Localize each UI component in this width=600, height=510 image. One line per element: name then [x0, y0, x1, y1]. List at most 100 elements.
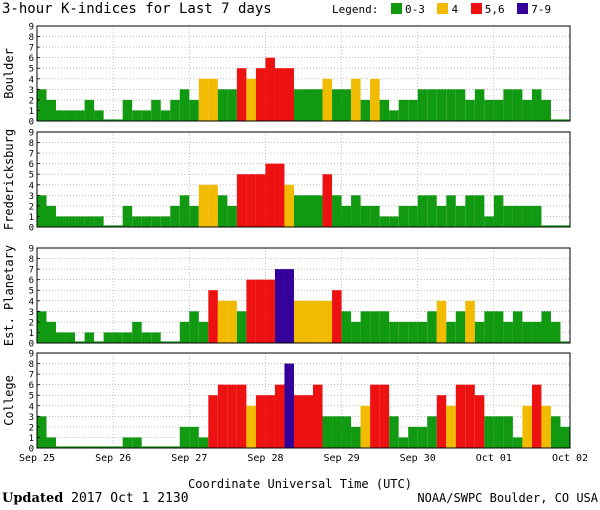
bar [550, 416, 561, 448]
bar [322, 174, 333, 227]
y-tick-label: 6 [29, 276, 34, 286]
bar [84, 332, 95, 343]
bar [322, 78, 333, 121]
y-tick-label: 2 [29, 96, 34, 106]
legend-item-label: 0-3 [404, 3, 425, 16]
legend-swatch-red [470, 3, 482, 14]
bar [46, 205, 57, 227]
bar [274, 163, 285, 227]
panel-label: College [2, 375, 16, 426]
y-tick-label: 8 [29, 33, 34, 43]
bar [37, 195, 47, 227]
bar [465, 300, 475, 343]
bar [455, 311, 466, 343]
bar [265, 279, 275, 343]
y-tick-label: 5 [29, 287, 34, 297]
y-tick-label: 3 [29, 413, 34, 423]
bar [255, 395, 266, 448]
y-tick-label: 2 [29, 318, 34, 328]
bar [189, 99, 199, 121]
y-tick-label: 7 [29, 44, 34, 54]
bar [474, 195, 485, 227]
bar [531, 89, 542, 121]
bar [37, 89, 47, 121]
bar [65, 332, 76, 343]
bar [322, 416, 333, 448]
updated-timestamp: Updated 2017 Oct 1 2130 [2, 491, 189, 506]
legend-item-label: 5,6 [484, 3, 505, 16]
bar [370, 311, 380, 343]
bar [351, 426, 361, 448]
bar [512, 89, 523, 121]
bar [189, 426, 199, 448]
y-tick-label: 2 [29, 423, 34, 433]
bar [446, 405, 456, 448]
bar [236, 311, 247, 343]
bar [351, 195, 361, 227]
bar [284, 68, 294, 121]
bar [351, 78, 361, 121]
bar [37, 416, 47, 448]
bar [446, 195, 456, 227]
bar [360, 405, 371, 448]
bar [170, 205, 180, 227]
bar [503, 89, 513, 121]
bar [284, 184, 294, 227]
bar [455, 384, 466, 448]
bar [84, 216, 95, 227]
bar [522, 205, 532, 227]
y-tick-label: 8 [29, 360, 34, 370]
bar [198, 78, 209, 121]
bar [236, 68, 247, 121]
y-tick-label: 1 [29, 434, 34, 444]
y-tick-label: 6 [29, 381, 34, 391]
bar [208, 290, 218, 343]
panel-frame [36, 247, 571, 344]
x-tick-label: Oct 02 [552, 453, 588, 464]
bar [160, 216, 171, 227]
y-tick-label: 8 [29, 139, 34, 149]
bar [265, 57, 275, 121]
bar [75, 110, 85, 121]
bar [189, 205, 199, 227]
bar [417, 426, 428, 448]
bar [541, 405, 551, 448]
updated-value: 2017 Oct 1 2130 [71, 491, 189, 506]
bar [198, 437, 209, 448]
bar [170, 99, 180, 121]
legend-label: Legend: [332, 3, 379, 16]
y-tick-label: 3 [29, 308, 34, 318]
legend-item-label: 7-9 [531, 3, 552, 16]
x-tick-label: Sep 26 [95, 453, 131, 464]
bar [398, 99, 409, 121]
y-tick-label: 4 [29, 297, 34, 307]
bar [484, 99, 494, 121]
bar [332, 195, 342, 227]
bar [427, 311, 437, 343]
bar [179, 89, 190, 121]
bar [398, 205, 409, 227]
bar [474, 395, 485, 448]
bar [208, 395, 218, 448]
legend-item-4: 4 [437, 3, 458, 16]
x-tick-label: Oct 01 [476, 453, 512, 464]
bar [484, 216, 494, 227]
bar [512, 205, 523, 227]
bar [313, 89, 323, 121]
bar [531, 384, 542, 448]
x-axis-label: Coordinate Universal Time (UTC) [188, 477, 412, 491]
bar [389, 416, 399, 448]
bar [255, 279, 266, 343]
bar [417, 195, 428, 227]
y-tick-label: 6 [29, 160, 34, 170]
bar [531, 321, 542, 343]
bar [246, 78, 256, 121]
bar [255, 68, 266, 121]
bar [360, 311, 371, 343]
bar [217, 89, 228, 121]
bar [179, 195, 190, 227]
y-tick-label: 2 [29, 202, 34, 212]
bar [293, 195, 304, 227]
bar [379, 384, 390, 448]
bar [313, 384, 323, 448]
